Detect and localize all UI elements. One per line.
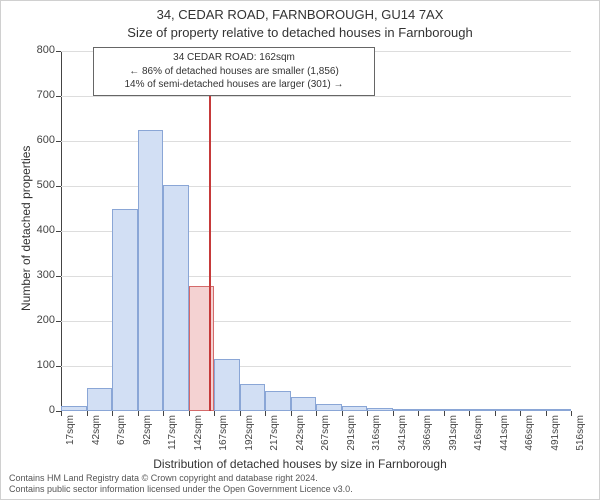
x-tick-label: 42sqm (91, 415, 102, 463)
histogram-bar (240, 384, 266, 411)
x-tick-label: 192sqm (244, 415, 255, 463)
x-tick-mark (112, 411, 113, 416)
annotation-box: 34 CEDAR ROAD: 162sqm ← 86% of detached … (93, 47, 375, 96)
histogram-bar (214, 359, 240, 411)
x-tick-mark (163, 411, 164, 416)
x-tick-label: 142sqm (193, 415, 204, 463)
x-tick-mark (495, 411, 496, 416)
x-tick-label: 341sqm (397, 415, 408, 463)
x-tick-mark (418, 411, 419, 416)
histogram-bar (418, 409, 444, 411)
x-tick-label: 92sqm (142, 415, 153, 463)
x-tick-mark (342, 411, 343, 416)
y-tick-label: 600 (15, 134, 55, 146)
subject-marker-line (209, 51, 211, 411)
histogram-bar (163, 185, 189, 411)
y-tick-label: 800 (15, 44, 55, 56)
y-tick-mark (56, 186, 61, 187)
y-tick-label: 500 (15, 179, 55, 191)
histogram-bar (316, 404, 342, 411)
x-tick-label: 466sqm (524, 415, 535, 463)
y-tick-label: 0 (15, 404, 55, 416)
histogram-bar (291, 397, 317, 411)
x-tick-mark (61, 411, 62, 416)
chart-title: 34, CEDAR ROAD, FARNBOROUGH, GU14 7AX (1, 7, 599, 22)
x-tick-label: 491sqm (550, 415, 561, 463)
x-tick-mark (571, 411, 572, 416)
histogram-bar (138, 130, 164, 411)
x-tick-label: 117sqm (167, 415, 178, 463)
histogram-bar (495, 409, 521, 411)
histogram-bar (265, 391, 291, 411)
histogram-bar (393, 409, 419, 411)
footer-line2: Contains public sector information licen… (9, 484, 353, 495)
x-tick-mark (138, 411, 139, 416)
annotation-line2: ← 86% of detached houses are smaller (1,… (100, 65, 368, 79)
y-tick-mark (56, 141, 61, 142)
x-tick-label: 17sqm (65, 415, 76, 463)
histogram-bar (367, 408, 393, 411)
x-tick-label: 242sqm (295, 415, 306, 463)
plot-area (61, 51, 571, 411)
histogram-bar (444, 409, 470, 411)
x-tick-mark (87, 411, 88, 416)
x-tick-label: 67sqm (116, 415, 127, 463)
y-tick-label: 300 (15, 269, 55, 281)
y-tick-mark (56, 96, 61, 97)
x-tick-mark (214, 411, 215, 416)
histogram-bar (342, 406, 368, 411)
y-tick-mark (56, 51, 61, 52)
histogram-bar (61, 406, 87, 411)
x-tick-label: 167sqm (218, 415, 229, 463)
histogram-bar (520, 409, 546, 411)
x-tick-mark (240, 411, 241, 416)
x-tick-label: 316sqm (371, 415, 382, 463)
x-tick-label: 416sqm (473, 415, 484, 463)
x-tick-label: 366sqm (422, 415, 433, 463)
y-tick-label: 200 (15, 314, 55, 326)
x-tick-label: 516sqm (575, 415, 586, 463)
grid-line (61, 96, 571, 97)
y-tick-mark (56, 276, 61, 277)
x-tick-mark (444, 411, 445, 416)
histogram-bar (469, 409, 495, 411)
footer-text: Contains HM Land Registry data © Crown c… (9, 473, 353, 495)
x-tick-mark (367, 411, 368, 416)
x-tick-mark (189, 411, 190, 416)
y-tick-mark (56, 231, 61, 232)
x-tick-mark (546, 411, 547, 416)
histogram-bar (87, 388, 113, 411)
x-tick-mark (520, 411, 521, 416)
histogram-bar (546, 409, 572, 411)
y-tick-label: 400 (15, 224, 55, 236)
annotation-line3: 14% of semi-detached houses are larger (… (100, 78, 368, 92)
x-tick-label: 267sqm (320, 415, 331, 463)
x-tick-mark (393, 411, 394, 416)
y-tick-label: 100 (15, 359, 55, 371)
y-tick-mark (56, 321, 61, 322)
annotation-line1: 34 CEDAR ROAD: 162sqm (100, 51, 368, 65)
x-tick-mark (265, 411, 266, 416)
x-tick-mark (291, 411, 292, 416)
x-tick-label: 441sqm (499, 415, 510, 463)
x-tick-mark (316, 411, 317, 416)
x-tick-label: 217sqm (269, 415, 280, 463)
histogram-bar (112, 209, 138, 411)
y-tick-mark (56, 366, 61, 367)
chart-subtitle: Size of property relative to detached ho… (1, 25, 599, 40)
x-tick-label: 291sqm (346, 415, 357, 463)
y-tick-label: 700 (15, 89, 55, 101)
x-tick-mark (469, 411, 470, 416)
chart-container: 34, CEDAR ROAD, FARNBOROUGH, GU14 7AX Si… (0, 0, 600, 500)
footer-line1: Contains HM Land Registry data © Crown c… (9, 473, 353, 484)
x-tick-label: 391sqm (448, 415, 459, 463)
